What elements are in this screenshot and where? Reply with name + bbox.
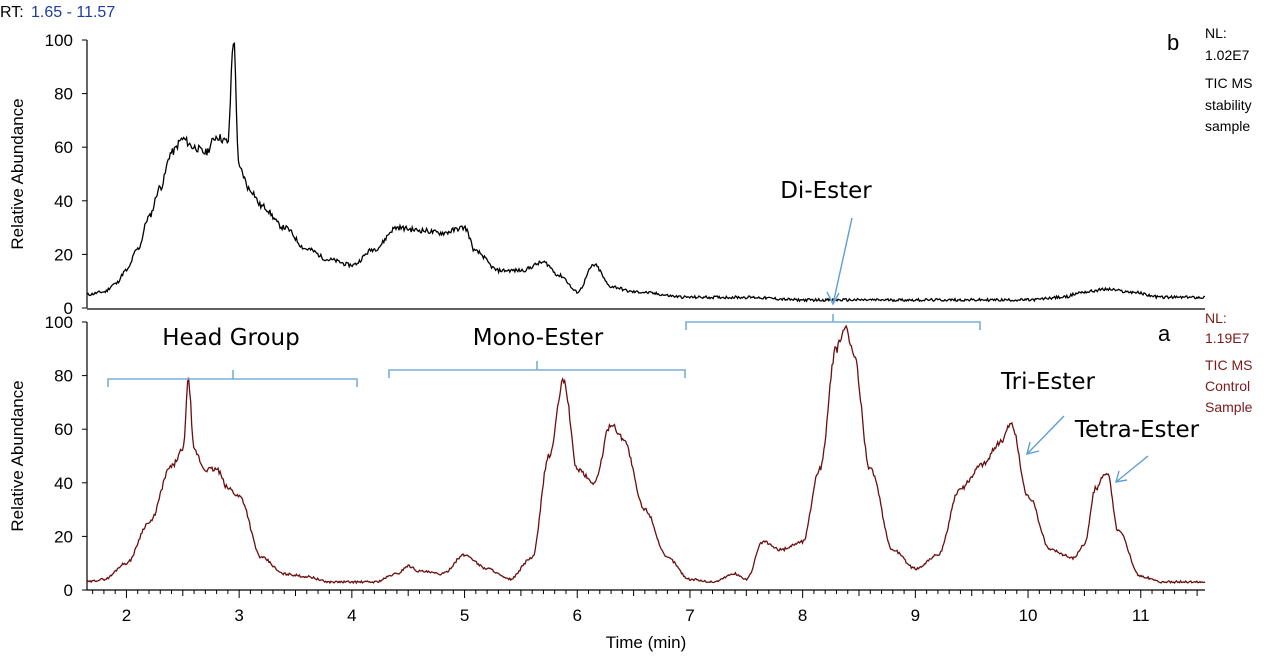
y-tick-label: 40 <box>54 474 73 493</box>
y-tick-label: 20 <box>54 527 73 546</box>
panel-b-letter: b <box>1167 30 1179 55</box>
x-tick-label: 8 <box>798 606 807 625</box>
x-tick-label: 6 <box>573 606 582 625</box>
panel-b-nl-line: NL: <box>1205 25 1227 41</box>
panel-b-ylabel: Relative Abundance <box>8 98 27 249</box>
y-tick-label: 60 <box>54 420 73 439</box>
panel-a-nl-line: Control <box>1205 378 1250 394</box>
y-tick-label: 0 <box>64 299 73 318</box>
annotations: Head Group Mono-Ester Di-Ester Tri-Ester… <box>107 178 1200 483</box>
panel-a-trace <box>86 324 1206 585</box>
panel-b-trace <box>86 41 1206 303</box>
panel-a-letter: a <box>1158 321 1171 346</box>
panel-a: 0 20 40 60 80 100 2 3 4 5 6 7 8 9 10 11 Relative Abund… <box>8 310 1253 652</box>
y-tick-label: 80 <box>54 367 73 386</box>
tri-ester-label: Tri-Ester <box>1000 369 1095 395</box>
panel-a-ylabel: Relative Abundance <box>8 380 27 531</box>
x-tick-label: 3 <box>234 606 243 625</box>
head-group-bracket <box>107 370 358 387</box>
panel-b-nl-line: stability <box>1205 97 1252 113</box>
panel-a-nl-line: Sample <box>1205 399 1253 415</box>
y-tick-label: 20 <box>54 245 73 264</box>
y-tick-label: 100 <box>45 31 73 50</box>
di-ester-label: Di-Ester <box>780 178 872 204</box>
panel-b-nl-line: 1.02E7 <box>1205 47 1250 63</box>
tetra-ester-arrow <box>1115 455 1149 483</box>
x-tick-label: 9 <box>911 606 920 625</box>
di-ester-arrow <box>826 217 853 306</box>
y-tick-label: 40 <box>54 192 73 211</box>
panel-a-nl-line: 1.19E7 <box>1205 330 1250 346</box>
x-tick-label: 11 <box>1132 606 1150 625</box>
tetra-ester-label: Tetra-Ester <box>1074 417 1200 443</box>
panel-a-y-ticks: 0 20 40 60 80 100 <box>45 313 87 600</box>
panel-a-nl-block: NL: 1.19E7 TIC MS Control Sample <box>1205 310 1253 415</box>
panel-a-nl-line: NL: <box>1205 310 1227 326</box>
mono-ester-bracket <box>388 361 686 378</box>
y-tick-label: 80 <box>54 85 73 104</box>
panel-b-nl-line: TIC MS <box>1205 75 1252 91</box>
y-tick-label: 60 <box>54 138 73 157</box>
panel-b: 0 20 40 60 80 100 Relative Abundance b NL: 1.… <box>8 25 1252 318</box>
panel-a-nl-line: TIC MS <box>1205 357 1252 373</box>
rt-range: 1.65 - 11.57 <box>31 4 115 21</box>
x-tick-label: 7 <box>685 606 694 625</box>
x-tick-label: 10 <box>1019 606 1038 625</box>
y-tick-label: 0 <box>64 581 73 600</box>
x-tick-label: 2 <box>122 606 131 625</box>
rt-label: RT: <box>0 4 24 21</box>
tri-ester-arrow <box>1026 415 1065 455</box>
di-ester-bracket <box>685 314 981 330</box>
panel-a-x-ticks: 2 3 4 5 6 7 8 9 10 11 <box>92 590 1198 625</box>
x-axis-label: Time (min) <box>606 633 687 652</box>
mono-ester-label: Mono-Ester <box>473 325 604 351</box>
y-tick-label: 100 <box>45 313 73 332</box>
panel-b-nl-block: NL: 1.02E7 TIC MS stability sample <box>1205 25 1252 134</box>
x-tick-label: 5 <box>460 606 469 625</box>
panel-b-y-ticks: 0 20 40 60 80 100 <box>45 31 87 318</box>
head-group-label: Head Group <box>162 325 299 351</box>
x-tick-label: 4 <box>347 606 356 625</box>
panel-b-nl-line: sample <box>1205 118 1250 134</box>
